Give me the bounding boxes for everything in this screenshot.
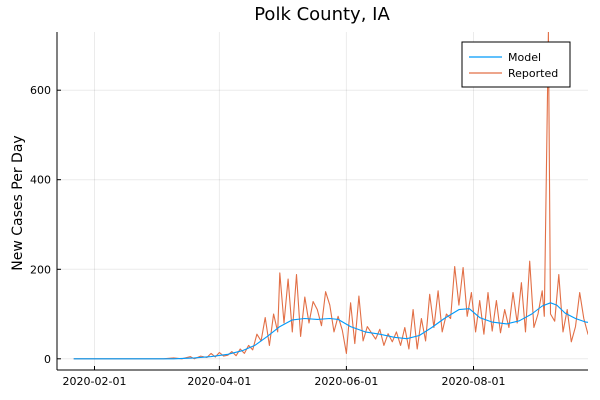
y-tick-label: 200 [30, 263, 51, 276]
series-line-model [73, 302, 588, 360]
tick-labels: 2020-02-01 2020-04-01 2020-06-01 2020-08-01… [30, 84, 505, 388]
x-tick-label: 2020-08-01 [442, 375, 506, 388]
y-axis-label: New Cases Per Day [10, 135, 26, 270]
legend: Model Reported [461, 41, 571, 88]
y-tick-label: 600 [30, 84, 51, 97]
series-layer [73, 32, 588, 360]
legend-label-model: Model [508, 51, 541, 64]
axes [56, 32, 588, 371]
x-tick-label: 2020-06-01 [314, 375, 378, 388]
legend-label-reported: Reported [508, 67, 558, 80]
x-tick-label: 2020-04-01 [187, 375, 251, 388]
y-tick-label: 0 [44, 353, 51, 366]
chart-title: Polk County, IA [254, 4, 390, 25]
x-tick-label: 2020-02-01 [63, 375, 127, 388]
y-tick-label: 400 [30, 174, 51, 187]
legend-box [461, 41, 571, 88]
